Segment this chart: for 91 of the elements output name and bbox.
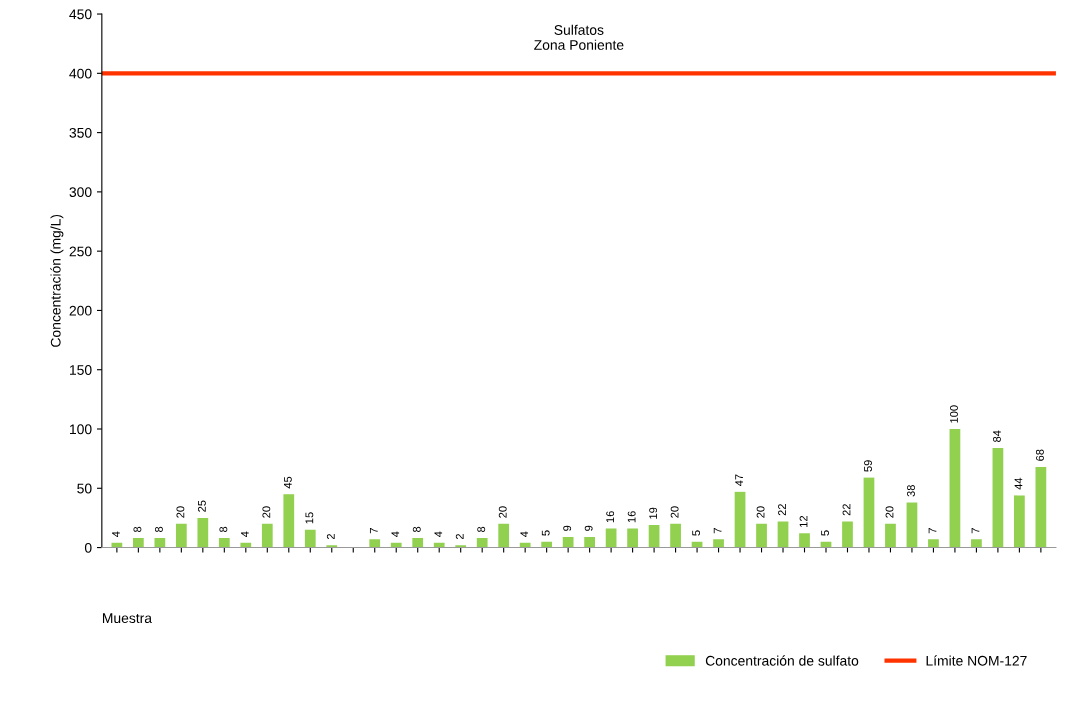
data-label: 7: [928, 528, 937, 534]
data-label: 22: [778, 504, 786, 516]
data-label: 8: [133, 526, 142, 533]
y-tick-label: 0: [84, 542, 92, 553]
data-label: 16: [627, 511, 636, 523]
data-label: 4: [241, 531, 249, 538]
y-tick-label: 250: [69, 246, 92, 257]
bar: [734, 491, 746, 548]
y-tick-label: 100: [70, 424, 92, 435]
data-label: 5: [692, 530, 701, 536]
y-tick-label: 300: [69, 187, 92, 198]
data-label: 2: [326, 534, 335, 540]
data-label: 9: [584, 525, 593, 531]
data-label: 4: [520, 531, 529, 538]
data-label: 5: [541, 530, 550, 536]
bar: [863, 477, 875, 548]
bar: [1014, 495, 1025, 548]
bar: [261, 523, 273, 548]
data-label: 20: [670, 506, 679, 518]
data-label: 4: [112, 531, 120, 538]
data-label: 22: [842, 504, 851, 516]
bar: [777, 521, 789, 548]
data-label: 20: [262, 506, 271, 518]
data-label: 8: [477, 526, 486, 533]
y-tick-label: 200: [69, 305, 92, 316]
data-label: 44: [1014, 477, 1023, 490]
bar: [412, 538, 424, 548]
y-tick-label: 450: [69, 9, 92, 20]
data-label: 19: [649, 507, 658, 519]
bar: [369, 539, 381, 548]
bar: [1035, 466, 1047, 548]
bar: [885, 523, 896, 548]
data-label: 20: [498, 506, 507, 518]
data-label: 45: [284, 476, 292, 489]
bar: [627, 528, 638, 548]
data-label: 2: [455, 534, 464, 540]
data-label: 8: [219, 526, 228, 533]
data-label: 59: [864, 460, 872, 472]
data-label: 8: [154, 526, 163, 533]
bar: [756, 523, 767, 548]
bar: [949, 429, 961, 548]
data-label: 84: [993, 430, 1001, 442]
bar: [498, 523, 510, 548]
data-label: 38: [907, 485, 915, 497]
bar: [283, 494, 295, 548]
bar: [476, 538, 488, 548]
data-label: 16: [606, 511, 615, 523]
x-axis-title: Muestra: [102, 613, 153, 624]
text: Sulfatos: [554, 24, 604, 35]
bar: [562, 536, 574, 548]
data-label: 25: [197, 500, 206, 512]
legend-label: Límite NOM-127: [926, 655, 1027, 666]
bar: [928, 539, 939, 548]
data-label: 12: [799, 515, 808, 527]
bar: [648, 525, 660, 548]
y-tick-label: 400: [69, 68, 92, 79]
y-tick-label: 350: [69, 127, 92, 138]
data-label: 15: [305, 512, 314, 524]
data-label: 5: [821, 530, 829, 536]
bar: [971, 539, 982, 548]
data-label: 47: [735, 474, 743, 487]
bar: [799, 533, 810, 548]
y-tick-label: 50: [77, 483, 92, 494]
bar: [197, 517, 209, 548]
bar: [584, 536, 595, 548]
bar: [713, 539, 724, 548]
data-label: 7: [971, 528, 980, 534]
bar: [133, 538, 144, 548]
bar: [670, 523, 681, 548]
bar: [154, 538, 166, 548]
bar: [992, 447, 1004, 548]
bar: [906, 502, 918, 548]
data-label: 8: [412, 526, 421, 533]
data-label: 20: [885, 506, 894, 518]
y-tick-label: 150: [70, 365, 92, 375]
data-label: 20: [756, 506, 765, 518]
data-label: 68: [1035, 449, 1044, 461]
data-label: 4: [391, 531, 400, 538]
text: Zona Poniente: [534, 39, 624, 50]
data-label: 100: [950, 405, 958, 423]
data-label: 7: [713, 528, 722, 534]
bar: [842, 521, 853, 548]
y-axis-title: Concentración (mg/L): [50, 214, 64, 347]
bar: [218, 538, 230, 548]
data-label: 7: [369, 528, 378, 534]
data-label: 4: [434, 531, 443, 538]
data-label: 20: [176, 506, 185, 518]
bar: [304, 529, 316, 548]
data-label: 9: [563, 525, 572, 531]
legend-label: Concentración de sulfato: [705, 655, 859, 666]
bar: [175, 523, 187, 548]
